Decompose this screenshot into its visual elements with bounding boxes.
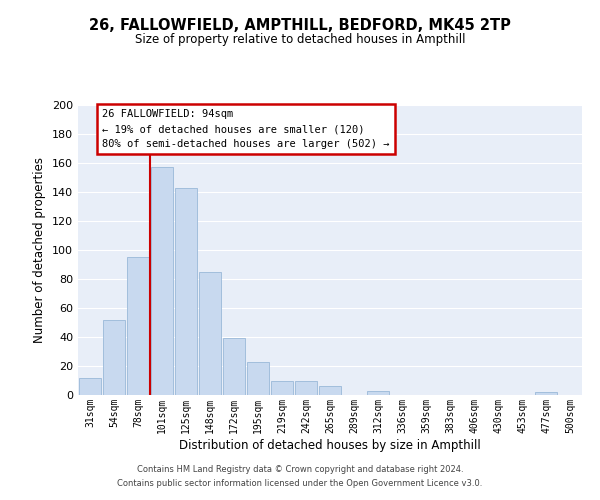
Bar xyxy=(247,362,269,395)
Text: 26 FALLOWFIELD: 94sqm
← 19% of detached houses are smaller (120)
80% of semi-det: 26 FALLOWFIELD: 94sqm ← 19% of detached … xyxy=(102,110,389,149)
Bar xyxy=(223,338,245,395)
Bar xyxy=(535,392,557,395)
Bar xyxy=(175,188,197,395)
Bar xyxy=(319,386,341,395)
Bar xyxy=(199,272,221,395)
Bar xyxy=(103,320,125,395)
Bar xyxy=(151,168,173,395)
X-axis label: Distribution of detached houses by size in Ampthill: Distribution of detached houses by size … xyxy=(179,438,481,452)
Bar xyxy=(295,380,317,395)
Bar xyxy=(127,258,149,395)
Bar xyxy=(271,380,293,395)
Text: Contains HM Land Registry data © Crown copyright and database right 2024.
Contai: Contains HM Land Registry data © Crown c… xyxy=(118,466,482,487)
Text: 26, FALLOWFIELD, AMPTHILL, BEDFORD, MK45 2TP: 26, FALLOWFIELD, AMPTHILL, BEDFORD, MK45… xyxy=(89,18,511,32)
Text: Size of property relative to detached houses in Ampthill: Size of property relative to detached ho… xyxy=(135,32,465,46)
Bar xyxy=(79,378,101,395)
Y-axis label: Number of detached properties: Number of detached properties xyxy=(34,157,46,343)
Bar xyxy=(367,390,389,395)
